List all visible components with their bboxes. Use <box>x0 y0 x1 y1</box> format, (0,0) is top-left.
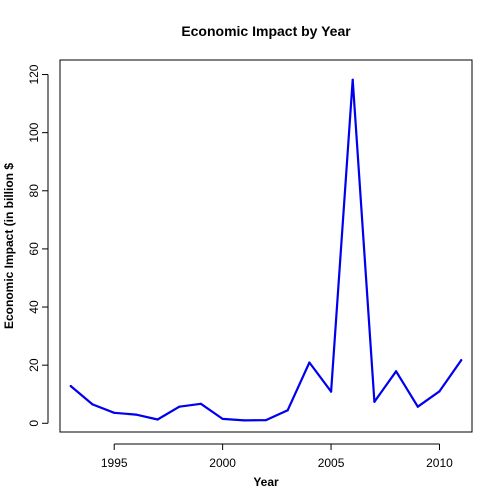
y-tick-label: 120 <box>27 64 41 84</box>
data-point-2010 <box>438 390 441 393</box>
data-point-2001 <box>243 419 246 422</box>
y-tick-label: 0 <box>27 420 41 427</box>
data-point-1996 <box>134 413 137 416</box>
plot-frame <box>59 59 473 433</box>
series-line <box>69 78 463 422</box>
y-axis: 0 20 40 60 80 100 120 <box>27 64 49 427</box>
y-tick-label: 80 <box>27 184 41 198</box>
data-point-1999 <box>199 402 203 405</box>
data-point-2000 <box>221 417 224 421</box>
data-point-1994 <box>91 403 94 406</box>
data-point-2004 <box>308 361 311 364</box>
chart-title: Economic Impact by Year <box>181 23 351 39</box>
data-point-2002 <box>264 418 268 422</box>
x-tick-label: 2000 <box>209 456 236 470</box>
x-tick-label: 2005 <box>318 456 345 470</box>
data-point-2009 <box>416 405 419 408</box>
data-point-2011 <box>460 359 463 362</box>
data-point-1997 <box>156 418 159 421</box>
y-tick-label: 60 <box>27 242 41 256</box>
series-points <box>69 78 463 422</box>
x-tick-label: 2010 <box>426 456 453 470</box>
data-point-2006 <box>351 78 354 81</box>
data-point-2003 <box>286 409 289 412</box>
x-axis: 1995 2000 2005 2010 <box>101 443 453 470</box>
y-tick-label: 100 <box>27 122 41 142</box>
data-point-2005 <box>329 390 333 393</box>
data-point-2007 <box>373 400 376 403</box>
data-point-1995 <box>113 411 116 414</box>
y-axis-label: Economic Impact (in billion $ <box>2 163 16 329</box>
data-point-1993 <box>69 384 72 388</box>
y-tick-label: 20 <box>27 358 41 372</box>
data-point-1998 <box>178 405 181 408</box>
x-axis-label: Year <box>253 475 279 489</box>
data-point-2008 <box>395 370 398 373</box>
x-tick-label: 1995 <box>101 456 128 470</box>
y-tick-label: 40 <box>27 300 41 314</box>
